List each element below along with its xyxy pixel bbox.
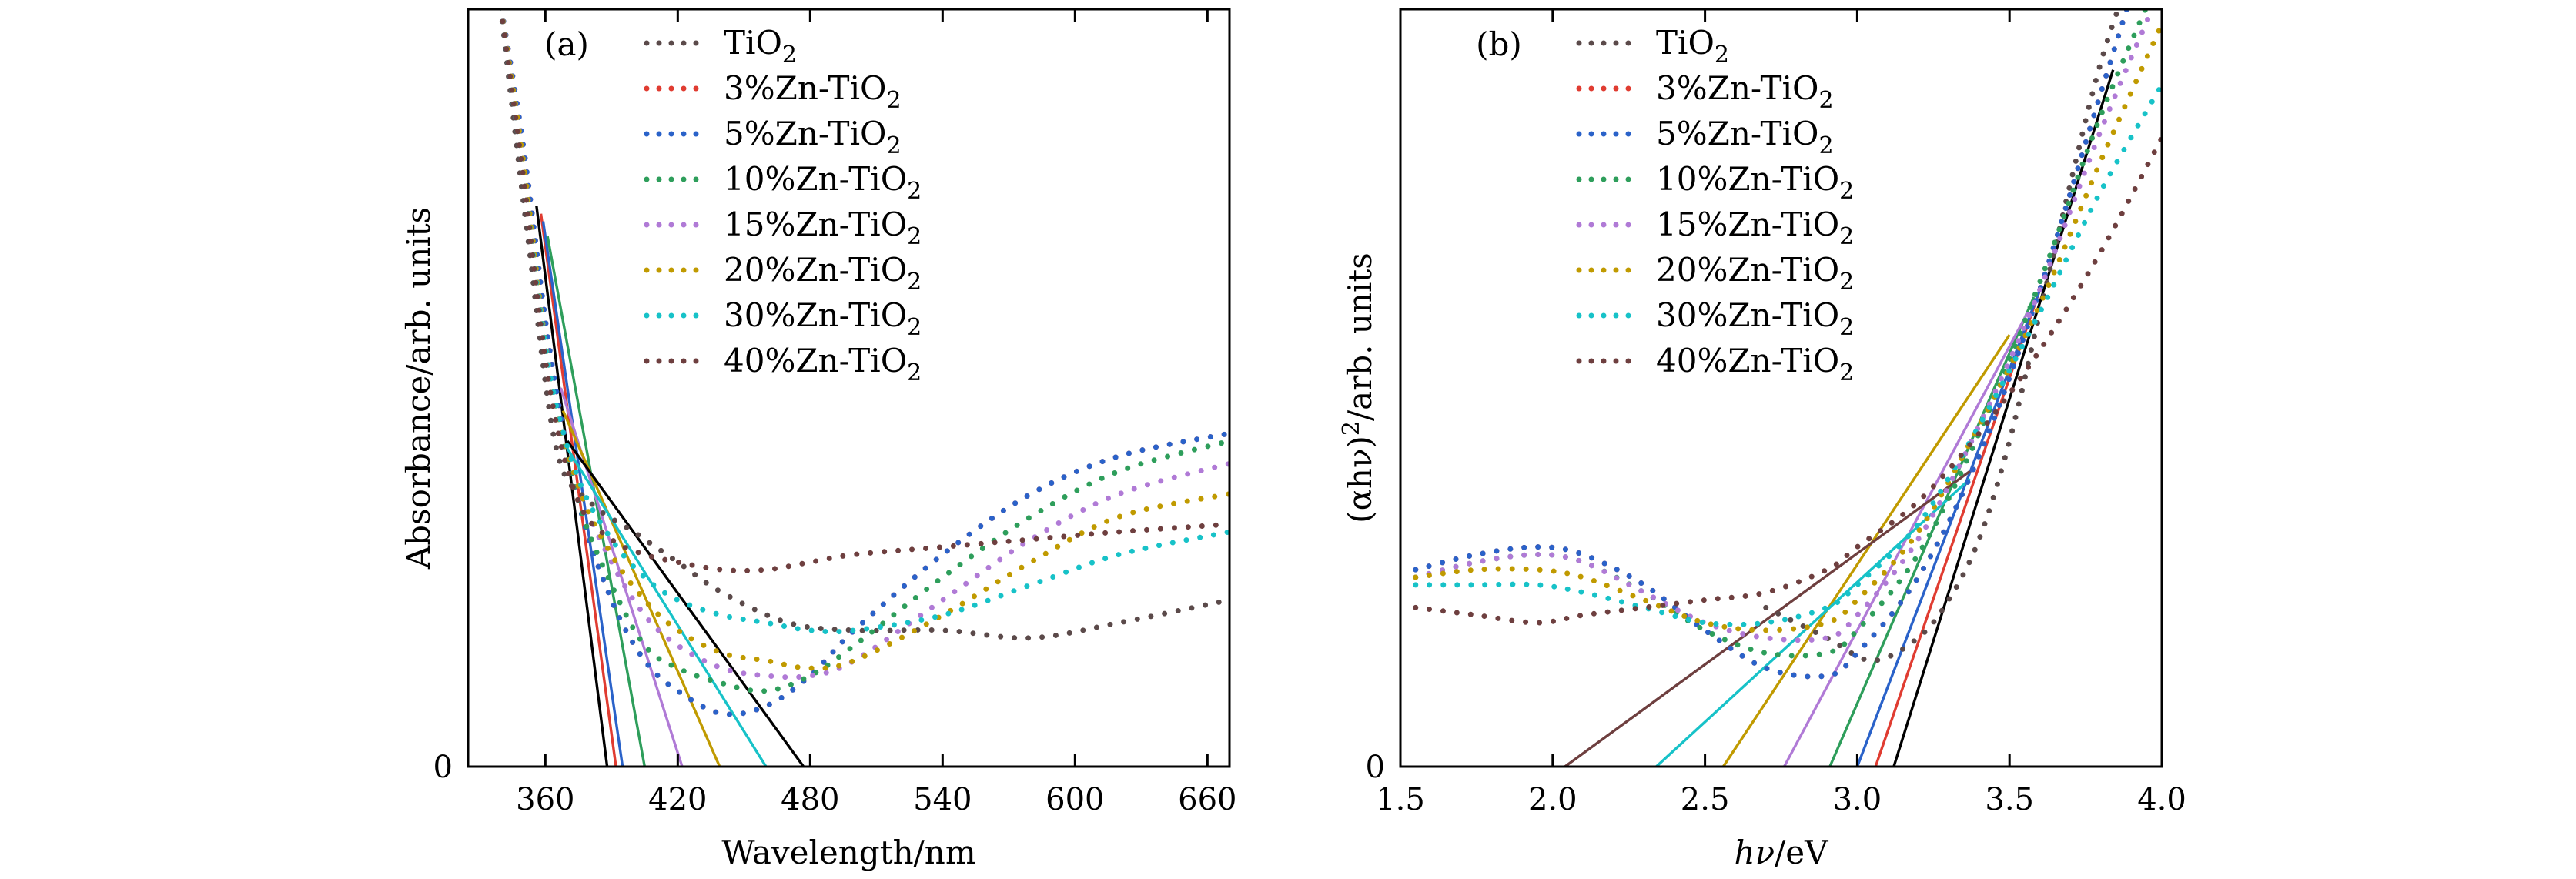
legend-entry: TiO2 [724,24,797,69]
x-tick-label: 3.5 [1985,782,2034,817]
legend-entry: 20%Zn-TiO2 [1656,251,1854,296]
y-tick-label: 0 [433,750,453,785]
x-tick-label: 3.0 [1833,782,1882,817]
x-tick-label: 600 [1045,782,1104,817]
x-tick-label: 360 [516,782,574,817]
panel-a: 360 420 480 540 600 660 0 (a) TiO23%Zn-TiO25%Zn-… [400,8,1237,871]
series-line-8 [498,9,1229,573]
plot-area [1413,9,2162,767]
legend-entry: 3%Zn-TiO2 [724,69,902,114]
x-tick-label: 1.5 [1376,782,1425,817]
legend-entry: 3%Zn-TiO2 [1656,69,1834,114]
x-tick-label: 540 [913,782,972,817]
y-tick-label: 0 [1366,750,1385,785]
legend-entry: 40%Zn-TiO2 [1656,342,1854,386]
tangent-line-4 [1828,296,2036,767]
series-line-8 [1413,135,2162,626]
x-tick-label: 2.5 [1681,782,1730,817]
legend-entry: 10%Zn-TiO2 [724,160,922,205]
tangent-line-2 [1874,289,2042,767]
legend-entry: 30%Zn-TiO2 [1656,296,1854,341]
x-axis-title: hν/eV [1735,834,1829,871]
legend-entry: 15%Zn-TiO2 [1656,206,1854,250]
tangent-line-7 [566,447,768,767]
series-line-1 [1763,9,2121,663]
plot-frame [467,8,1231,768]
legend-entry: 5%Zn-TiO2 [1656,115,1834,159]
series-line-1 [497,9,1229,641]
series-line-3 [498,9,1229,717]
legend-entry: 5%Zn-TiO2 [724,115,902,159]
tangent-line-5 [1782,311,2029,767]
panel-label: (b) [1476,25,1522,63]
legend-entry: 15%Zn-TiO2 [724,206,922,250]
legend-entry: 40%Zn-TiO2 [724,342,922,386]
tangent-line-8 [566,440,805,767]
y-axis-title: (αhν)2/arb. units [1338,252,1379,523]
legend-entry: 10%Zn-TiO2 [1656,160,1854,205]
tangent-line-6 [1721,334,2011,767]
legend-entry: 30%Zn-TiO2 [724,296,922,341]
legend: TiO23%Zn-TiO25%Zn-TiO210%Zn-TiO215%Zn-Ti… [1576,24,1854,386]
x-axis-title: Wavelength/nm [721,834,975,871]
tangent-line-2 [539,213,617,767]
x-tick-label: 660 [1178,782,1236,817]
plot-frame [1399,8,2163,768]
tangent-line-6 [561,409,721,767]
plot-area [497,9,1229,767]
legend-entry: TiO2 [1656,24,1729,69]
tangent-line-8 [1564,470,1971,767]
tangent-line-1 [1892,69,2115,767]
panel-b: 1.5 2.0 2.5 3.0 3.5 4.0 0 (b) TiO23%Zn-TiO25%Zn-… [1338,8,2186,871]
x-tick-label: 480 [781,782,839,817]
series-line-5 [1413,9,2156,643]
legend-entry: 20%Zn-TiO2 [724,251,922,296]
legend: TiO23%Zn-TiO25%Zn-TiO210%Zn-TiO215%Zn-Ti… [644,24,922,386]
series-line-3 [1413,9,2130,680]
panel-label: (a) [544,25,589,63]
x-tick-label: 4.0 [2137,782,2186,817]
y-axis-title: Absorbance/arb. units [400,207,437,570]
x-tick-label: 2.0 [1528,782,1577,817]
x-tick-label: 420 [648,782,707,817]
